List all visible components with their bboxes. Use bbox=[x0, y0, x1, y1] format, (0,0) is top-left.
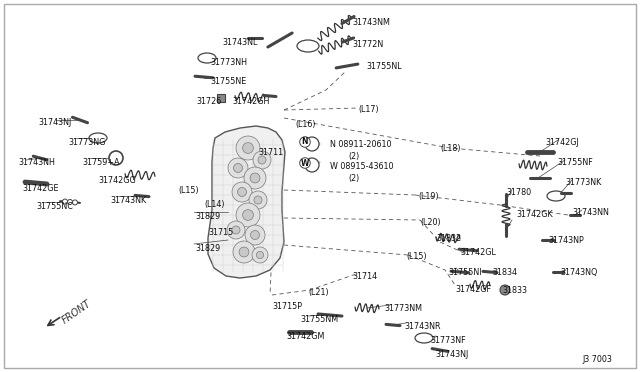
Text: (L14): (L14) bbox=[204, 200, 225, 209]
Text: 31743NP: 31743NP bbox=[548, 236, 584, 245]
Circle shape bbox=[228, 158, 248, 178]
Text: (L15): (L15) bbox=[406, 252, 427, 261]
Text: (2): (2) bbox=[348, 174, 359, 183]
Text: 31742GK: 31742GK bbox=[516, 210, 552, 219]
Circle shape bbox=[236, 136, 260, 160]
Text: (L18): (L18) bbox=[440, 144, 461, 153]
Text: 31773NH: 31773NH bbox=[210, 58, 247, 67]
Text: 31715: 31715 bbox=[208, 228, 233, 237]
Ellipse shape bbox=[198, 53, 216, 63]
Text: 31759+A: 31759+A bbox=[82, 158, 120, 167]
Text: 31743NR: 31743NR bbox=[404, 322, 440, 331]
Text: 31742GF: 31742GF bbox=[455, 285, 491, 294]
Text: 31755NE: 31755NE bbox=[210, 77, 246, 86]
Circle shape bbox=[305, 137, 319, 151]
Text: (L20): (L20) bbox=[420, 218, 440, 227]
Text: 31755NM: 31755NM bbox=[300, 315, 338, 324]
Text: 31829: 31829 bbox=[195, 244, 220, 253]
Circle shape bbox=[63, 199, 67, 204]
Text: W 08915-43610: W 08915-43610 bbox=[330, 162, 394, 171]
Text: 31773NM: 31773NM bbox=[384, 304, 422, 313]
Text: 31772N: 31772N bbox=[352, 40, 383, 49]
Text: 31742GJ: 31742GJ bbox=[545, 138, 579, 147]
Circle shape bbox=[254, 196, 262, 204]
Text: 31834: 31834 bbox=[492, 268, 517, 277]
Circle shape bbox=[257, 251, 264, 259]
Circle shape bbox=[239, 247, 249, 257]
Circle shape bbox=[237, 187, 246, 196]
Circle shape bbox=[234, 164, 243, 173]
Text: 31715P: 31715P bbox=[272, 302, 302, 311]
Bar bbox=[217, 94, 225, 102]
Text: 31773NF: 31773NF bbox=[430, 336, 466, 345]
Circle shape bbox=[252, 247, 268, 263]
Text: 31755NF: 31755NF bbox=[557, 158, 593, 167]
Text: (L15): (L15) bbox=[178, 186, 198, 195]
Text: 31743NQ: 31743NQ bbox=[560, 268, 597, 277]
Text: 31742GM: 31742GM bbox=[286, 332, 324, 341]
Text: 31714: 31714 bbox=[352, 272, 377, 281]
Ellipse shape bbox=[415, 333, 433, 343]
Text: 31743NH: 31743NH bbox=[18, 158, 55, 167]
Text: 31832: 31832 bbox=[436, 234, 461, 243]
Text: 31833: 31833 bbox=[502, 286, 527, 295]
Text: W: W bbox=[301, 158, 309, 167]
Text: (L17): (L17) bbox=[358, 105, 379, 114]
Text: J3 7003: J3 7003 bbox=[582, 355, 612, 364]
Text: 31743NK: 31743NK bbox=[110, 196, 146, 205]
Text: 31743NJ: 31743NJ bbox=[435, 350, 468, 359]
Text: FRONT: FRONT bbox=[60, 298, 93, 326]
Text: 31743NM: 31743NM bbox=[352, 18, 390, 27]
Circle shape bbox=[244, 167, 266, 189]
Circle shape bbox=[500, 285, 510, 295]
Text: 31742GH: 31742GH bbox=[232, 97, 269, 106]
Text: (2): (2) bbox=[348, 152, 359, 161]
Text: (L21): (L21) bbox=[308, 288, 328, 297]
Text: 31773NK: 31773NK bbox=[565, 178, 601, 187]
Circle shape bbox=[67, 199, 72, 205]
Circle shape bbox=[243, 142, 253, 153]
Text: 31743NL: 31743NL bbox=[222, 38, 257, 47]
Circle shape bbox=[232, 226, 240, 234]
Text: 31829: 31829 bbox=[195, 212, 220, 221]
Ellipse shape bbox=[297, 40, 319, 52]
Circle shape bbox=[249, 191, 267, 209]
Text: 31743NJ: 31743NJ bbox=[38, 118, 71, 127]
Text: (L16): (L16) bbox=[295, 120, 316, 129]
Text: 31755NI: 31755NI bbox=[448, 268, 481, 277]
Text: 31780: 31780 bbox=[506, 188, 531, 197]
Polygon shape bbox=[208, 126, 285, 278]
Circle shape bbox=[250, 231, 259, 240]
Text: 31742GE: 31742GE bbox=[22, 184, 58, 193]
Text: 31755NL: 31755NL bbox=[366, 62, 402, 71]
Circle shape bbox=[232, 182, 252, 202]
Text: 31711: 31711 bbox=[258, 148, 283, 157]
Text: 31742GL: 31742GL bbox=[460, 248, 496, 257]
Circle shape bbox=[258, 156, 266, 164]
Circle shape bbox=[253, 151, 271, 169]
Circle shape bbox=[233, 241, 255, 263]
Circle shape bbox=[236, 203, 260, 227]
Circle shape bbox=[245, 225, 265, 245]
Circle shape bbox=[227, 221, 245, 239]
Text: N 08911-20610: N 08911-20610 bbox=[330, 140, 392, 149]
Text: 31742GG: 31742GG bbox=[98, 176, 136, 185]
Circle shape bbox=[305, 158, 319, 172]
Text: 31773NG: 31773NG bbox=[68, 138, 106, 147]
Text: 31743NN: 31743NN bbox=[572, 208, 609, 217]
Circle shape bbox=[243, 209, 253, 220]
Ellipse shape bbox=[547, 191, 565, 201]
Text: 31726: 31726 bbox=[196, 97, 221, 106]
Circle shape bbox=[72, 200, 77, 205]
Circle shape bbox=[250, 173, 260, 183]
Ellipse shape bbox=[109, 151, 123, 165]
Text: (L19): (L19) bbox=[418, 192, 438, 201]
Text: N: N bbox=[301, 138, 308, 147]
Text: 31755NC: 31755NC bbox=[36, 202, 73, 211]
Ellipse shape bbox=[89, 133, 107, 143]
